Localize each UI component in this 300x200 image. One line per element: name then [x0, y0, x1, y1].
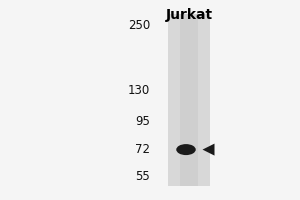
- Text: 130: 130: [128, 84, 150, 97]
- Ellipse shape: [176, 144, 196, 155]
- Polygon shape: [202, 144, 214, 156]
- Text: 72: 72: [135, 143, 150, 156]
- Text: Jurkat: Jurkat: [165, 8, 213, 22]
- Bar: [179, 14, 199, 186]
- Text: 250: 250: [128, 19, 150, 32]
- Bar: [168, 14, 210, 186]
- Text: 95: 95: [135, 115, 150, 128]
- Text: 55: 55: [135, 170, 150, 183]
